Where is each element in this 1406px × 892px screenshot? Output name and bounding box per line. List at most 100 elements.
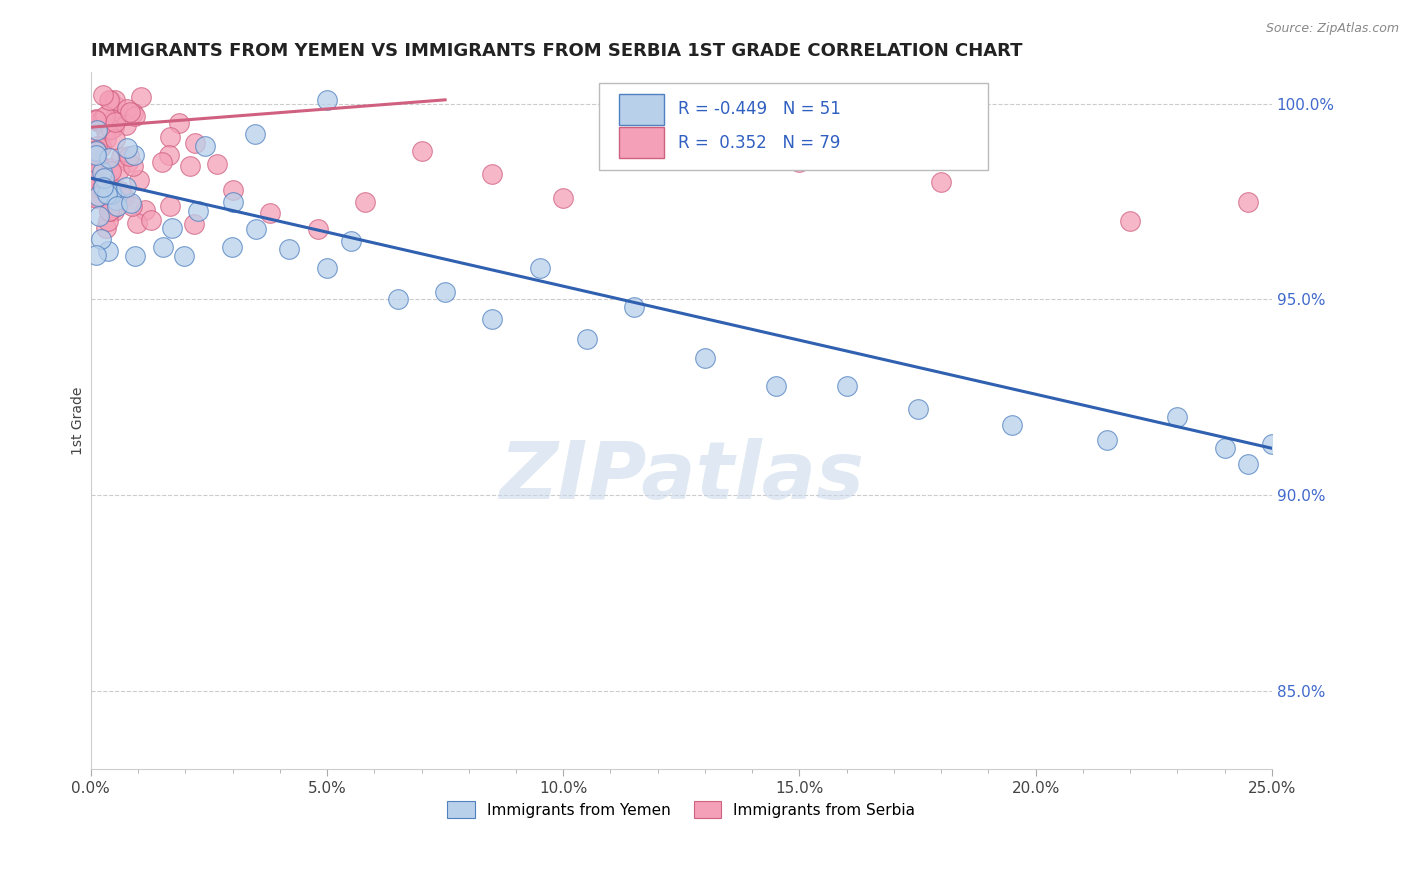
Point bbox=[115, 118, 138, 132]
Point bbox=[173, 248, 195, 262]
Point bbox=[121, 199, 143, 213]
Point bbox=[353, 194, 375, 209]
Point bbox=[110, 185, 132, 199]
Y-axis label: 1st Grade: 1st Grade bbox=[72, 386, 86, 455]
Point bbox=[907, 402, 929, 417]
Point bbox=[221, 194, 243, 209]
Point bbox=[1261, 437, 1284, 451]
Point bbox=[789, 155, 811, 169]
Point bbox=[84, 144, 107, 158]
Point bbox=[91, 111, 114, 125]
Point bbox=[125, 217, 148, 231]
Point bbox=[105, 194, 128, 208]
Point bbox=[97, 93, 120, 107]
Point bbox=[93, 180, 115, 194]
Point bbox=[194, 139, 217, 153]
Point bbox=[647, 132, 669, 146]
Point bbox=[84, 191, 107, 205]
Point bbox=[481, 167, 503, 181]
Point bbox=[316, 93, 339, 107]
Point bbox=[120, 195, 142, 210]
Point bbox=[97, 214, 120, 228]
Point bbox=[110, 151, 132, 165]
Point bbox=[105, 106, 128, 120]
Text: IMMIGRANTS FROM YEMEN VS IMMIGRANTS FROM SERBIA 1ST GRADE CORRELATION CHART: IMMIGRANTS FROM YEMEN VS IMMIGRANTS FROM… bbox=[91, 42, 1022, 60]
Point bbox=[259, 206, 281, 220]
Point bbox=[159, 129, 181, 144]
Point bbox=[339, 234, 361, 248]
Point bbox=[101, 202, 124, 216]
Point bbox=[98, 151, 121, 165]
Point bbox=[84, 112, 107, 127]
Point bbox=[434, 285, 457, 299]
Point bbox=[100, 161, 122, 175]
Point bbox=[91, 181, 114, 195]
Point bbox=[184, 136, 207, 150]
Point bbox=[100, 164, 122, 178]
Point bbox=[1237, 194, 1260, 209]
FancyBboxPatch shape bbox=[599, 83, 988, 170]
Point bbox=[693, 351, 716, 366]
Point bbox=[124, 249, 146, 263]
Point bbox=[221, 240, 243, 254]
Point bbox=[84, 112, 107, 127]
Point bbox=[98, 204, 121, 219]
Point bbox=[221, 183, 243, 197]
Point bbox=[481, 312, 503, 326]
Point bbox=[100, 187, 122, 202]
Text: R = -0.449   N = 51: R = -0.449 N = 51 bbox=[678, 101, 841, 119]
Point bbox=[105, 100, 128, 114]
Bar bbox=[619, 94, 664, 125]
Point bbox=[108, 163, 131, 178]
Point bbox=[89, 115, 111, 129]
Point bbox=[122, 105, 145, 120]
Point bbox=[97, 244, 120, 258]
Point bbox=[101, 112, 124, 127]
Point bbox=[1001, 417, 1024, 432]
Point bbox=[94, 110, 117, 124]
Point bbox=[929, 175, 952, 189]
Text: ZIPatlas: ZIPatlas bbox=[499, 438, 863, 516]
Point bbox=[835, 378, 858, 392]
Point bbox=[84, 179, 107, 194]
Point bbox=[84, 248, 107, 262]
Point bbox=[86, 138, 108, 153]
Point bbox=[150, 155, 173, 169]
Point bbox=[160, 221, 183, 235]
Point bbox=[97, 203, 120, 218]
Point bbox=[115, 141, 138, 155]
Point bbox=[529, 261, 551, 276]
Point bbox=[96, 175, 118, 189]
Point bbox=[129, 90, 152, 104]
Point bbox=[183, 218, 205, 232]
Point bbox=[91, 88, 114, 103]
Point bbox=[93, 171, 115, 186]
Point bbox=[84, 148, 107, 162]
Point bbox=[575, 332, 598, 346]
Point bbox=[387, 293, 409, 307]
Point bbox=[623, 301, 645, 315]
Point bbox=[120, 104, 142, 119]
Point bbox=[1166, 409, 1188, 424]
Point bbox=[765, 378, 787, 392]
Point bbox=[117, 155, 139, 169]
Point bbox=[157, 148, 180, 162]
Point bbox=[104, 132, 127, 146]
Point bbox=[205, 157, 228, 171]
Legend: Immigrants from Yemen, Immigrants from Serbia: Immigrants from Yemen, Immigrants from S… bbox=[441, 795, 921, 824]
Point bbox=[139, 212, 162, 227]
Point bbox=[1095, 434, 1118, 448]
Point bbox=[96, 124, 118, 138]
Point bbox=[84, 143, 107, 157]
Point bbox=[84, 190, 107, 204]
Point bbox=[278, 242, 301, 256]
Point bbox=[90, 231, 112, 245]
Point bbox=[96, 186, 118, 201]
Point bbox=[307, 222, 329, 236]
Point bbox=[159, 199, 181, 213]
Point bbox=[98, 93, 121, 107]
Point bbox=[103, 204, 125, 219]
Text: R =  0.352   N = 79: R = 0.352 N = 79 bbox=[678, 134, 841, 152]
Point bbox=[124, 108, 146, 122]
Point bbox=[553, 191, 575, 205]
